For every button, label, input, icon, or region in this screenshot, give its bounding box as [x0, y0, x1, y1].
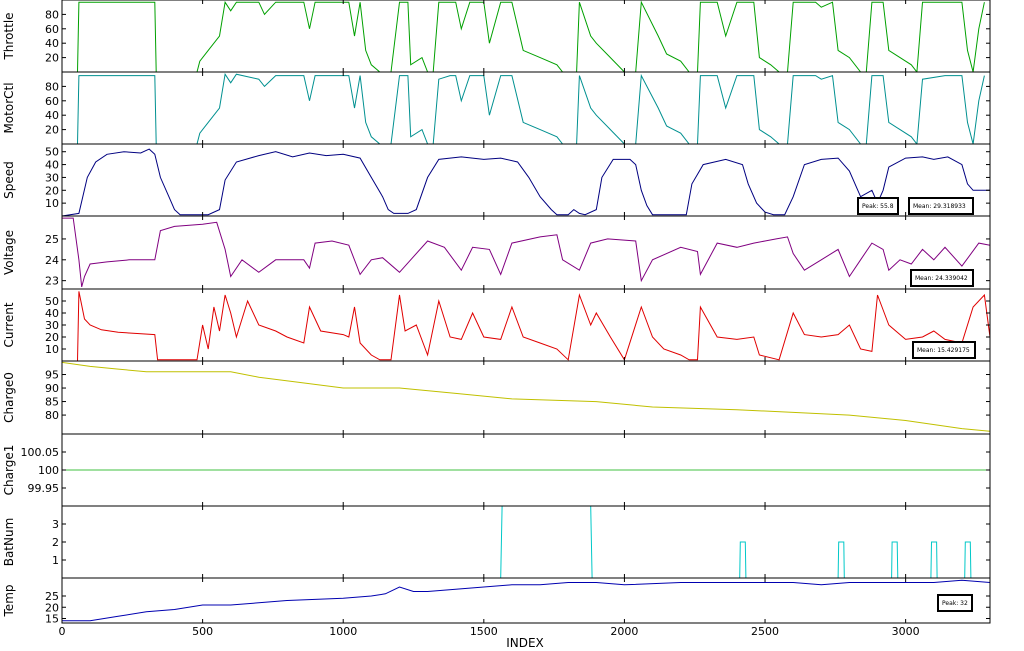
x-tick-label: 0 [59, 625, 66, 638]
y-tick-label: 3 [52, 518, 59, 531]
y-tick-label: 95 [45, 369, 59, 382]
y-tick-label: 40 [45, 37, 59, 50]
annotation-box [857, 197, 899, 215]
y-tick-label: 30 [45, 319, 59, 332]
y-tick-label: 100 [38, 464, 59, 477]
y-tick-label: 15 [45, 613, 59, 626]
x-tick-label: 1500 [470, 625, 498, 638]
y-tick-label: 30 [45, 171, 59, 184]
y-tick-label: 50 [45, 295, 59, 308]
x-tick-label: 1000 [329, 625, 357, 638]
y-tick-label: 100.05 [21, 446, 60, 459]
panel-frame [61, 215, 991, 290]
y-tick-label: 85 [45, 396, 59, 409]
y-axis-label: Current [2, 302, 16, 347]
annotation-text: Mean: 29.318933 [913, 203, 966, 210]
y-tick-label: 25 [45, 590, 59, 603]
annotation-text: Mean: 15.429175 [917, 347, 970, 354]
series-line-batnum [62, 506, 990, 578]
panel-frame [61, 0, 991, 73]
y-tick-label: 1 [52, 554, 59, 567]
y-tick-label: 50 [45, 146, 59, 159]
y-tick-label: 10 [45, 343, 59, 356]
y-axis-label: Charge1 [2, 445, 16, 496]
series-line-voltage [62, 217, 990, 288]
x-tick-label: 2500 [751, 625, 779, 638]
panel-frame [61, 143, 991, 217]
y-tick-label: 20 [45, 124, 59, 137]
y-tick-label: 25 [45, 233, 59, 246]
y-tick-label: 90 [45, 382, 59, 395]
annotation-text: Mean: 24.339042 [915, 275, 968, 282]
x-axis: 0 500 1000 1500 2000 2500 3000 [59, 625, 920, 638]
y-axis-label: Voltage [2, 230, 16, 275]
annotation-box [910, 269, 974, 287]
panel-batnum: 1 2 3 BatNum [2, 505, 991, 579]
annotation-text: Peak: 32 [942, 600, 968, 607]
y-tick-label: 20 [45, 52, 59, 65]
y-tick-label: 40 [45, 109, 59, 122]
y-tick-label: 20 [45, 184, 59, 197]
panels-layer: 20406080Throttle20406080MotorCtl10203040… [2, 0, 991, 626]
y-tick-label: 40 [45, 159, 59, 172]
panel-charge1: 99.95 100 100.05 Charge1 [2, 433, 991, 507]
series-line-current [62, 291, 990, 361]
y-tick-label: 10 [45, 197, 59, 210]
y-axis-label: Speed [2, 161, 16, 199]
y-tick-label: 20 [45, 331, 59, 344]
panel-frame [61, 288, 991, 362]
annotation-box [912, 341, 976, 359]
annotation-box [937, 594, 973, 612]
panel-frame [61, 577, 991, 624]
y-tick-label: 80 [45, 8, 59, 21]
x-tick-label: 3000 [892, 625, 920, 638]
y-tick-label: 60 [45, 23, 59, 36]
series-line-temp [62, 579, 990, 622]
y-tick-label: 20 [45, 601, 59, 614]
series-line-throttle [62, 0, 985, 72]
y-tick-label: 2 [52, 536, 59, 549]
y-tick-label: 99.95 [28, 482, 60, 495]
panel-frame [61, 505, 991, 579]
y-tick-label: 60 [45, 95, 59, 108]
series-line-charge0 [62, 361, 990, 432]
panel-frame [61, 71, 991, 145]
y-tick-label: 80 [45, 80, 59, 93]
x-axis-label: INDEX [506, 636, 544, 650]
y-tick-label: 80 [45, 409, 59, 422]
x-tick-label: 500 [192, 625, 213, 638]
y-axis-label: Charge0 [2, 372, 16, 423]
y-axis-label: Throttle [2, 12, 16, 60]
y-axis-label: Temp [2, 585, 16, 618]
y-axis-label: MotorCtl [2, 82, 16, 133]
series-line-speed [62, 148, 990, 216]
y-tick-label: 23 [45, 275, 59, 288]
panel-voltage: 23 24 25 Voltage Mean: 24.339042 [2, 215, 991, 290]
series-line-motorctl [62, 72, 985, 144]
y-tick-label: 24 [45, 254, 59, 267]
y-tick-label: 40 [45, 307, 59, 320]
annotation-text: Peak: 55.8 [862, 203, 894, 210]
x-tick-label: 2000 [610, 625, 638, 638]
annotation-box [908, 197, 974, 215]
y-axis-label: BatNum [2, 518, 16, 567]
